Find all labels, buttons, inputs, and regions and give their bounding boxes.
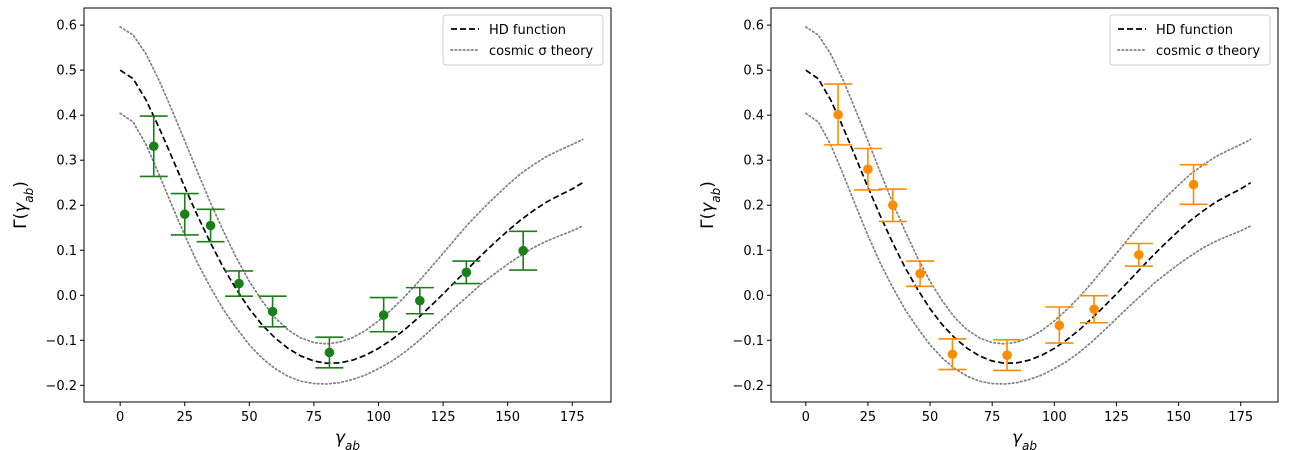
x-tick-label: 0	[802, 410, 810, 425]
x-tick-label: 150	[1166, 410, 1191, 425]
data-marker	[1089, 304, 1099, 315]
cosmic-sigma-upper-line	[804, 26, 1252, 345]
data-marker	[234, 278, 244, 289]
x-tick-label: 25	[860, 410, 877, 425]
hd-function-line	[805, 69, 1252, 365]
x-tick-label: 0	[116, 410, 124, 425]
data-marker	[1002, 350, 1012, 360]
data-marker	[1188, 179, 1199, 190]
x-tick-label: 125	[431, 410, 456, 425]
legend-box	[1109, 14, 1271, 66]
legend: HD function cosmic σ theory	[1109, 14, 1271, 66]
data-point	[225, 270, 253, 297]
y-tick-label: 0.2	[56, 199, 77, 214]
data-point	[405, 286, 434, 315]
left-chart-panel: 0 25 50 75 100 125 150 175 −0.2 −0.1 0.0 0.1 0.2 0.3 0…	[11, 7, 612, 450]
y-axis-label: Γ(γab)	[11, 181, 36, 229]
y-tick-label: 0.2	[743, 199, 764, 214]
legend-cosmic-label: cosmic σ theory	[1156, 44, 1260, 59]
cosmic-sigma-lower-line	[119, 112, 584, 385]
y-tick-label: −0.1	[732, 334, 764, 349]
x-tick-label: 100	[1042, 410, 1067, 425]
data-marker	[267, 306, 278, 317]
y-tick-label: 0.1	[56, 244, 77, 259]
x-tick-label: 25	[176, 410, 193, 425]
x-axis-label: γab	[1012, 428, 1037, 450]
data-marker	[205, 220, 216, 231]
y-tick-label: 0.3	[56, 154, 77, 169]
y-tick-label: −0.2	[732, 379, 764, 394]
data-point	[196, 208, 225, 243]
data-marker	[179, 209, 190, 220]
legend-hd-label: HD function	[489, 23, 566, 38]
data-marker	[461, 267, 472, 278]
data-marker	[947, 349, 958, 360]
data-marker	[415, 295, 425, 306]
y-tick-label: 0.4	[56, 109, 77, 124]
data-marker	[887, 200, 898, 211]
y-tick-label: −0.1	[45, 334, 77, 349]
data-point	[1080, 294, 1109, 324]
x-tick-label: 100	[366, 410, 391, 425]
y-tick-label: 0.5	[743, 64, 764, 79]
data-point	[938, 338, 967, 371]
data-point	[258, 295, 287, 328]
data-point	[1179, 163, 1208, 206]
y-axis-label: Γ(γab)	[698, 181, 723, 229]
data-point	[509, 230, 538, 271]
data-marker	[1054, 320, 1065, 331]
data-point	[853, 147, 882, 191]
data-marker	[915, 268, 925, 279]
x-tick-label: 175	[1228, 410, 1253, 425]
x-tick-label: 175	[560, 410, 585, 425]
y-tick-label: 0.3	[743, 154, 764, 169]
data-marker	[324, 347, 335, 358]
legend: HD function cosmic σ theory	[442, 14, 604, 66]
y-tick-label: −0.2	[45, 379, 77, 394]
data-point	[878, 188, 907, 223]
y-tick-label: 0.1	[743, 244, 764, 259]
data-point	[170, 192, 199, 236]
legend-hd-label: HD function	[1156, 23, 1233, 38]
x-tick-label: 50	[241, 410, 258, 425]
data-point	[315, 336, 344, 369]
legend-box	[442, 14, 604, 66]
y-tick-label: 0.6	[743, 19, 764, 34]
data-point	[139, 115, 168, 178]
data-marker	[518, 245, 528, 256]
data-marker	[833, 109, 843, 120]
x-tick-label: 150	[495, 410, 520, 425]
y-tick-label: 0.4	[743, 109, 764, 124]
x-axis-label: γab	[335, 428, 360, 450]
y-tick-label: 0.0	[56, 289, 77, 304]
cosmic-sigma-upper-line	[119, 26, 584, 345]
y-tick-label: 0.0	[743, 289, 764, 304]
data-point	[824, 83, 853, 146]
cosmic-sigma-lower-line	[804, 112, 1252, 385]
data-point	[906, 260, 935, 288]
x-tick-label: 50	[922, 410, 939, 425]
x-tick-label: 75	[984, 410, 1001, 425]
data-point	[1124, 242, 1153, 267]
axes-frame	[83, 7, 612, 403]
data-marker	[863, 164, 873, 175]
legend-cosmic-label: cosmic σ theory	[489, 44, 593, 59]
data-marker	[378, 310, 389, 320]
data-point	[1045, 306, 1074, 344]
data-point	[452, 260, 481, 285]
data-marker	[1134, 249, 1144, 260]
hd-function-line	[119, 69, 584, 365]
data-point	[369, 296, 398, 333]
x-tick-label: 75	[306, 410, 323, 425]
y-tick-label: 0.6	[56, 19, 77, 34]
x-tick-label: 125	[1104, 410, 1129, 425]
data-point	[993, 339, 1022, 372]
y-tick-label: 0.5	[56, 64, 77, 79]
right-chart-panel: 0 25 50 75 100 125 150 175 −0.2 −0.1 0.0 0.1 0.2 0.3 0…	[698, 7, 1279, 450]
data-marker	[148, 141, 159, 152]
